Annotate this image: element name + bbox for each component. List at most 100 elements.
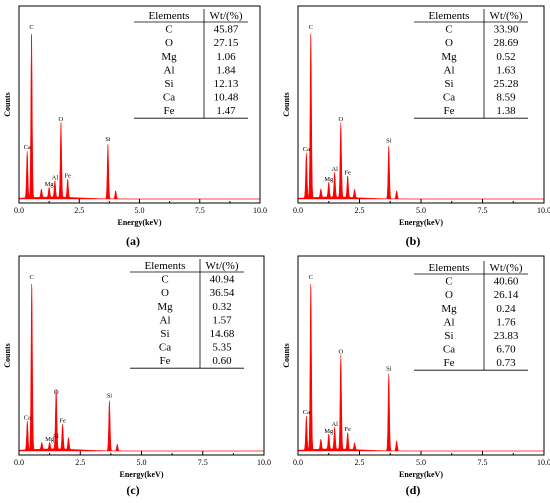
x-tick-label: 7.5 [195,206,205,215]
table-cell-element: Si [160,328,169,340]
x-axis-label: Energy(keV) [118,218,162,227]
peak-label-mg: Mg [45,436,55,443]
spectrum-series-3 [18,283,264,452]
x-tick-label: 10.0 [253,206,267,215]
peak-label-c: C [309,24,313,31]
table-cell-wt: 1.47 [216,105,236,117]
table-cell-element: O [445,37,453,49]
x-tick-label: 2.5 [74,206,84,215]
x-tick-label: 2.5 [355,458,365,467]
table-cell-wt: 0.60 [212,355,232,367]
table-cell-wt: 1.38 [496,105,516,117]
table-cell-element: Fe [444,357,455,369]
element-table: Elements Wt/(%) C 33.90 O 28.69 Mg 0.52 Al 1.63 Si… [414,9,528,119]
peak-label-fe: Fe [344,426,351,433]
table-cell-wt: 26.14 [494,289,519,301]
table-cell-element: Al [444,64,455,76]
table-cell-element: O [165,37,173,49]
table-cell-wt: 1.76 [496,316,516,328]
panel-caption: (c) [126,483,139,497]
peak-label-o: O [59,116,64,123]
table-cell-element: Mg [161,51,177,63]
table-header-elements: Elements [149,10,190,22]
peak-label-fe: Fe [344,169,351,176]
peak-label-fe: Fe [64,173,71,180]
peak-label-ca: Ca [303,409,310,416]
table-cell-wt: 36.54 [210,287,235,299]
x-tick-label: 5.0 [135,206,145,215]
table-cell-element: C [161,274,168,286]
table-header-elements: Elements [145,260,186,272]
peak-label-mg: Mg [324,428,334,435]
peak-label-ca: Ca [303,146,310,153]
panel-caption: (d) [406,483,421,497]
table-cell-element: C [445,276,452,288]
x-tick-label: 0.0 [14,206,24,215]
eds-panel-1: Ca C Mg Al O Fe Si 0.0 2.5 5.0 7.5 10.0 Energy(keV) C… [3,5,267,227]
table-header-elements: Elements [429,10,470,22]
table-cell-element: Ca [443,344,455,356]
table-cell-wt: 27.15 [214,37,239,49]
element-table: Elements Wt/(%) C 45.87 O 27.15 Mg 1.06 Al 1.84 Si… [134,9,248,119]
peak-label-c: C [309,274,313,281]
x-axis-label: Energy(keV) [120,470,164,479]
spectrum-series-1 [18,33,260,200]
table-cell-wt: 0.32 [212,301,231,313]
table-cell-wt: 1.57 [212,314,232,326]
spectrum-series-2 [297,33,544,200]
table-cell-wt: 8.59 [496,92,516,104]
x-axis-label: Energy(keV) [399,470,443,479]
x-tick-label: 10.0 [537,458,550,467]
table-cell-wt: 23.83 [494,330,519,342]
y-axis-label: Counts [282,343,291,367]
peak-label-o: O [338,348,343,355]
x-tick-label: 0.0 [14,458,24,467]
table-cell-element: Mg [441,303,457,315]
y-axis-label: Counts [3,92,12,116]
table-cell-wt: 0.52 [496,51,515,63]
x-tick-label: 7.5 [478,206,488,215]
table-cell-wt: 1.06 [216,51,236,63]
peak-label-ca: Ca [24,414,31,421]
spectrum-series-4 [297,283,544,452]
table-header-wt: Wt/(%) [490,10,523,22]
table-cell-element: Ca [443,92,455,104]
y-axis-label: Counts [3,343,12,367]
table-cell-wt: 40.60 [494,276,519,288]
table-cell-wt: 33.90 [494,24,519,36]
peak-label-c: C [29,24,33,31]
peak-label-si: Si [105,136,111,143]
x-tick-label: 2.5 [75,458,85,467]
table-cell-element: Al [444,316,455,328]
x-tick-label: 7.5 [478,458,488,467]
x-tick-label: 10.0 [257,458,271,467]
peak-label-o: O [338,116,343,123]
table-cell-element: Si [444,330,453,342]
peak-label-fe: Fe [59,418,66,425]
peak-label-o: O [54,389,59,396]
table-cell-element: Fe [164,105,175,117]
x-tick-label: 10.0 [537,206,550,215]
panel-caption: (b) [406,234,421,248]
table-cell-element: Fe [160,355,171,367]
x-tick-label: 5.0 [416,206,426,215]
peak-label-al: Al [52,174,59,181]
peak-label-si: Si [107,392,113,399]
table-cell-element: Si [444,78,453,90]
element-table: Elements Wt/(%) C 40.94 O 36.54 Mg 0.32 Al 1.57 Si… [130,259,244,369]
peak-label-mg: Mg [324,176,334,183]
peak-label-c: C [30,274,34,281]
peak-label-al: Al [52,433,59,440]
x-axis-label: Energy(keV) [399,218,443,227]
table-cell-wt: 12.13 [214,78,239,90]
table-header-wt: Wt/(%) [206,260,239,272]
table-cell-element: Ca [163,92,175,104]
x-tick-label: 0.0 [293,458,303,467]
table-cell-element: Ca [159,342,171,354]
table-cell-wt: 5.35 [212,342,232,354]
table-cell-wt: 6.70 [496,344,516,356]
